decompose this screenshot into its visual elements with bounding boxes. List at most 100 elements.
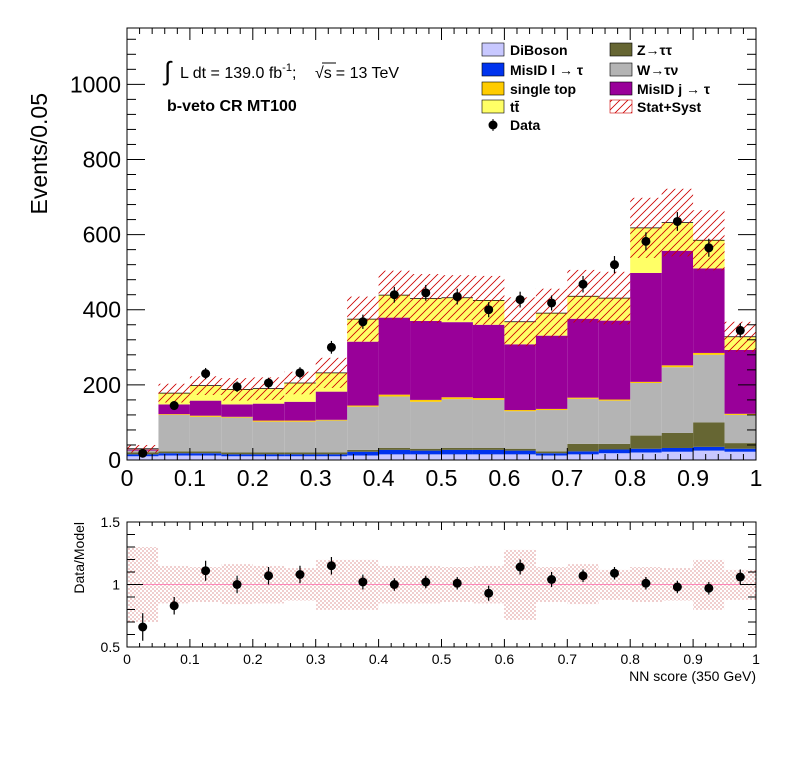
bar-w-12 [504,411,536,449]
ratio-point-4 [264,571,274,581]
bar-w-9 [410,401,442,449]
bar-diboson-12 [504,454,536,460]
bar-single-top-9 [410,399,442,402]
legend-item-ztautau: Z→ττ [609,42,673,58]
bar-misid-j-14 [567,318,599,398]
ratio-point-5 [295,570,305,579]
legend-swatch-misid-j [609,81,633,96]
bar-single-top-8 [378,394,411,397]
bar-diboson-5 [284,456,316,460]
legend-label-misid-l: MisID l → τ [510,62,584,78]
data-point-14 [578,279,588,289]
bar-w-11 [472,399,505,448]
legend-label-misid-j: MisID j → τ [637,81,711,97]
ratio-point-19 [735,572,745,582]
bar-misid-j-19 [724,349,756,414]
bar-single-top-16 [630,381,662,383]
bar-w-18 [693,354,725,423]
bar-single-top-4 [252,420,285,422]
bar-single-top-17 [661,365,694,368]
bar-z-12 [504,448,536,451]
ratio-x-tick-label-10: 1 [752,651,760,667]
bar-z-10 [441,447,473,450]
bar-w-17 [661,367,694,433]
y-tick-label-0: 0 [108,447,121,473]
bar-z-4 [252,452,285,455]
bar-z-11 [472,447,505,450]
bar-single-top-3 [221,416,253,418]
bar-misid-j-16 [630,272,662,382]
bar-w-2 [189,416,222,452]
y-tick-label-3: 600 [83,222,121,248]
ratio-point-12 [515,562,525,572]
bar-misid-l-15 [598,449,631,454]
x-tick-label-0: 0 [121,465,134,491]
bar-misid-j-10 [441,322,473,398]
ratio-x-tick-label-0: 0 [123,651,131,667]
bar-w-1 [158,414,190,452]
bar-misid-j-6 [315,391,348,420]
ratio-point-15 [609,568,619,578]
bar-z-19 [724,443,756,449]
bar-diboson-13 [535,455,568,460]
x-tick-label-6: 0.6 [488,465,520,491]
bar-misid-j-4 [252,403,285,421]
data-point-11 [484,305,494,315]
bar-single-top-19 [724,413,756,415]
bar-misid-j-3 [221,404,253,417]
ratio-x-tick-label-7: 0.7 [558,651,578,667]
bar-misid-l-3 [221,454,253,457]
data-point-3 [232,382,242,392]
bar-single-top-10 [441,397,473,400]
main-axes: 0 0.1 0.2 0.3 0.4 0.5 0.6 0.7 0.8 0.9 1 0 200 400 600 8… [70,28,763,491]
bar-w-10 [441,399,473,448]
bar-misid-j-5 [284,401,316,421]
legend-swatch-ttbar [481,99,505,114]
bar-single-top-7 [347,405,379,407]
bar-w-15 [598,400,631,444]
bar-misid-j-11 [472,324,505,399]
data-point-10 [452,292,462,302]
bar-misid-j-8 [378,317,411,395]
data-point-9 [421,288,431,298]
uncertainty-bin-5 [284,371,316,395]
ratio-point-0 [138,622,148,632]
uncertainty-bin-1 [158,383,190,403]
legend-label-data: Data [510,117,541,133]
bar-single-top-6 [315,419,348,421]
bar-misid-l-18 [693,446,725,451]
ratio-point-2 [201,566,211,576]
region-label: b-veto CR MT100 [167,98,297,115]
x-tick-label-8: 0.8 [614,465,646,491]
bar-misid-j-9 [410,321,442,400]
bar-diboson-11 [472,454,505,460]
legend-item-stat-syst: Stat+Syst [609,99,702,115]
bar-diboson-9 [410,454,442,460]
bar-misid-l-16 [630,448,662,453]
bar-w-3 [221,417,253,453]
ratio-point-17 [672,582,682,592]
ratio-x-tick-label-8: 0.8 [620,651,640,667]
data-point-17 [672,216,682,226]
ratio-point-16 [641,578,651,588]
legend-label-single-top: single top [510,81,576,97]
bar-diboson-19 [724,451,756,460]
legend-swatch-diboson [481,42,505,57]
ratio-x-tick-label-4: 0.4 [369,651,389,667]
legend-swatch-misid-l [481,62,505,77]
ratio-y-tick-label-0: 0.5 [101,639,121,655]
legend-item-misid-j: MisID j → τ [609,81,711,97]
data-point-12 [515,295,525,305]
x-tick-label-9: 0.9 [677,465,709,491]
data-point-16 [641,236,651,246]
bar-diboson-1 [158,455,190,460]
bar-w-4 [252,421,285,453]
x-tick-label-10: 1 [750,465,763,491]
bar-misid-l-19 [724,448,756,452]
bar-z-14 [567,443,599,452]
legend-label-ztautau: Z→ττ [637,42,673,58]
ratio-x-tick-label-3: 0.3 [306,651,326,667]
bar-misid-l-6 [315,454,348,457]
legend-item-ttbar: tt̄ [481,99,520,115]
